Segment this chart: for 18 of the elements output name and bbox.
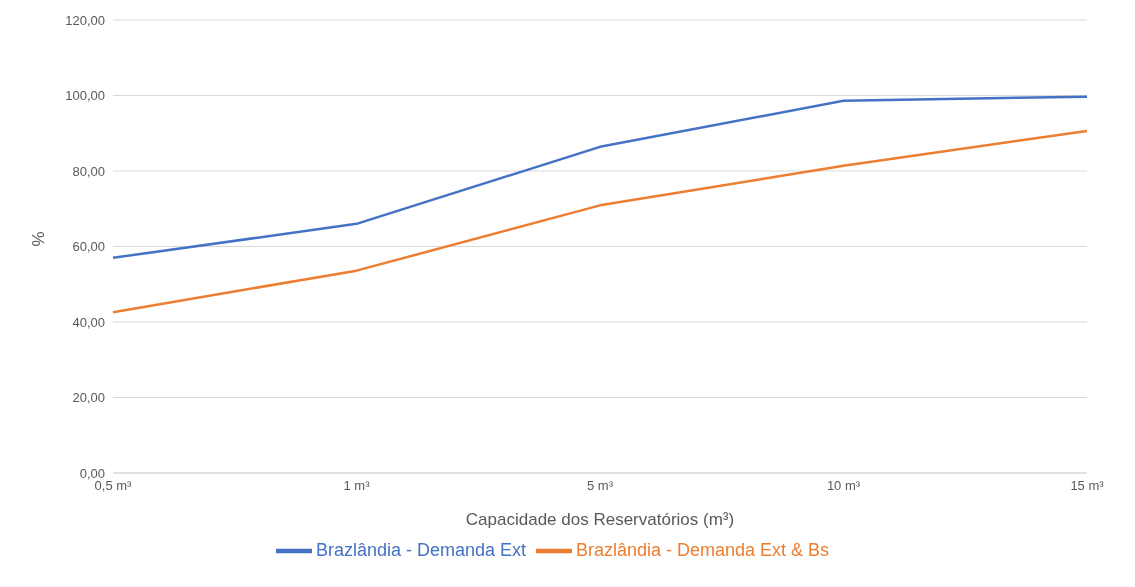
x-tick-label: 15 m³ [1070,478,1105,494]
x-tick-label: 1 m³ [343,478,371,494]
y-tick-label: 120,00 [65,12,105,28]
legend-label: Brazlândia - Demanda Ext & Bs [575,539,830,560]
y-tick-label: 80,00 [72,163,105,179]
y-tick-label: 0,00 [79,465,105,481]
x-tick-label: 5 m³ [587,478,614,494]
y-tick-label: 60,00 [72,239,105,255]
x-tick-label: 10 m³ [826,478,861,494]
legend-label: Brazlândia - Demanda Ext [315,539,526,560]
line-series [111,129,1089,314]
line-series [111,95,1089,260]
x-tick-label: 0,5 m³ [94,478,133,494]
y-tick-label: 40,00 [72,314,105,330]
y-tick-label: 20,00 [72,390,105,406]
x-axis-title: Capacidade dos Reservatórios (m³) [465,510,735,529]
y-tick-label: 100,00 [65,88,105,104]
y-axis-title: % [29,231,49,247]
